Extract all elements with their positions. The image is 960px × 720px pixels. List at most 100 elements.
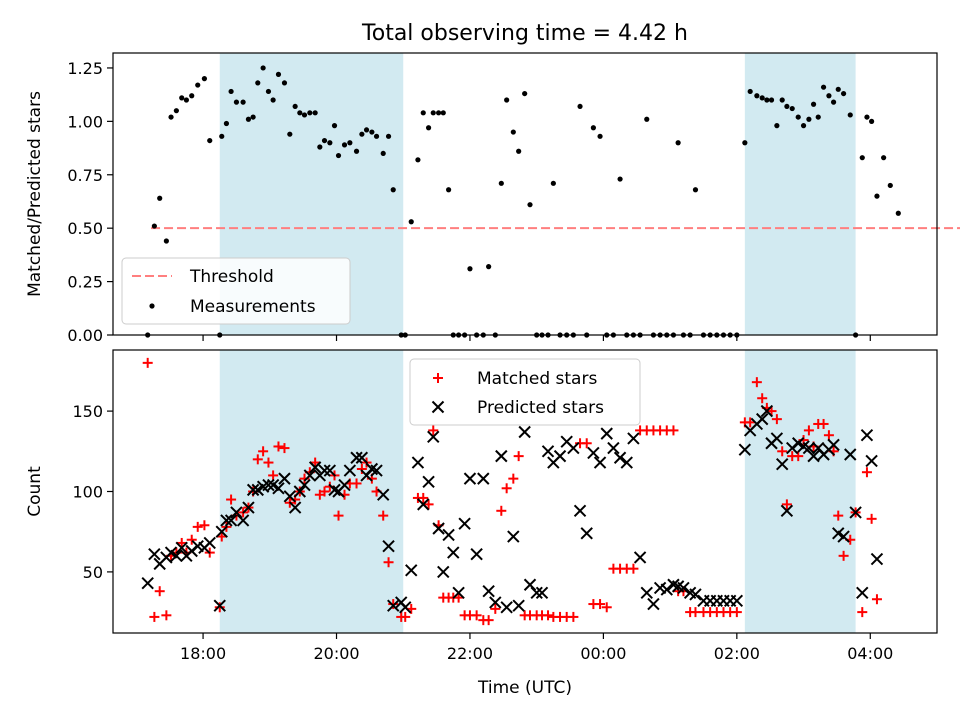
measurement-point xyxy=(168,114,174,120)
predicted-star-point xyxy=(298,478,311,492)
predicted-star-point xyxy=(587,446,600,460)
y-tick-label: 150 xyxy=(72,402,103,421)
measurement-point xyxy=(516,148,522,154)
matched-star-point xyxy=(199,520,210,531)
measurement-point xyxy=(644,116,650,122)
predicted-star-point xyxy=(338,478,351,492)
measurement-point xyxy=(692,187,699,193)
measurement-point xyxy=(347,140,353,146)
predicted-star-point xyxy=(303,469,317,482)
matched-star-point xyxy=(351,478,362,489)
measurement-point xyxy=(201,76,208,82)
measurement-point xyxy=(415,157,421,163)
matched-star-point xyxy=(777,446,788,457)
matched-star-point xyxy=(601,602,612,613)
matched-star-point xyxy=(861,467,872,478)
measurement-point xyxy=(887,182,893,189)
predicted-star-point xyxy=(535,586,549,600)
predicted-star-point xyxy=(318,464,331,477)
measurement-point xyxy=(789,105,795,112)
predicted-star-point xyxy=(489,596,502,609)
measurement-point xyxy=(446,187,452,193)
matched-star-point xyxy=(214,602,225,613)
measurement-point xyxy=(385,133,392,139)
measurement-point xyxy=(151,223,157,229)
shade-region-1 xyxy=(744,53,856,335)
predicted-star-point xyxy=(405,564,418,577)
shade-region-1 xyxy=(744,350,856,633)
x-tick-label: 18:00 xyxy=(180,644,226,663)
predicted-star-point xyxy=(355,451,369,464)
matched-star-point xyxy=(568,611,579,622)
measurement-point xyxy=(233,99,240,105)
matched-star-point xyxy=(378,510,389,521)
measurement-point xyxy=(173,108,179,114)
measurement-point xyxy=(301,112,308,118)
predicted-star-point xyxy=(278,472,291,485)
matched-star-point xyxy=(745,417,756,428)
predicted-star-point xyxy=(452,586,465,600)
matched-star-point xyxy=(423,499,434,510)
predicted-star-point xyxy=(283,490,297,503)
measurement-point xyxy=(764,97,770,103)
measurement-point xyxy=(597,133,603,139)
matched-star-point xyxy=(186,534,197,545)
matched-star-point xyxy=(400,611,411,622)
predicted-star-point xyxy=(370,464,383,477)
y-tick-label: 0.75 xyxy=(67,166,103,185)
measurement-point xyxy=(550,180,556,186)
predicted-star-point xyxy=(613,451,627,464)
matched-star-point xyxy=(857,607,868,618)
predicted-star-point xyxy=(856,586,869,600)
matched-star-point xyxy=(418,492,429,503)
matched-star-point xyxy=(581,438,592,449)
predicted-star-point xyxy=(495,449,508,463)
measurement-point xyxy=(768,97,775,103)
predicted-star-point xyxy=(463,472,477,485)
measurement-point xyxy=(486,264,492,270)
measurement-point xyxy=(754,93,760,99)
predicted-star-point xyxy=(553,449,567,463)
predicted-star-point xyxy=(470,548,483,561)
predicted-star-point xyxy=(780,504,794,518)
matched-star-point xyxy=(176,537,187,548)
chart-title: Total observing time = 4.42 h xyxy=(361,21,688,46)
legend-matched-label: Matched stars xyxy=(477,369,597,389)
predicted-star-point xyxy=(215,525,228,538)
predicted-star-point xyxy=(827,438,840,452)
measurement-point xyxy=(335,152,342,159)
predicted-star-point xyxy=(541,445,555,458)
measurement-point xyxy=(675,140,681,146)
predicted-star-point xyxy=(860,429,874,442)
measurement-point xyxy=(179,95,185,101)
measurement-point xyxy=(425,125,432,131)
predicted-star-point xyxy=(213,599,226,612)
measurement-point xyxy=(810,101,817,107)
measurement-point xyxy=(774,123,780,129)
x-tick-label: 04:00 xyxy=(847,644,893,663)
predicted-star-point xyxy=(600,427,613,440)
measurement-point xyxy=(260,65,266,71)
matched-star-point xyxy=(757,393,768,404)
predicted-star-point xyxy=(730,594,744,608)
predicted-star-point xyxy=(411,456,425,469)
legend-predicted-label: Predicted stars xyxy=(477,398,604,418)
predicted-star-point xyxy=(865,454,878,468)
predicted-star-point xyxy=(802,441,816,455)
measurement-point xyxy=(835,86,841,92)
matched-star-point xyxy=(668,425,679,436)
measurement-point xyxy=(759,95,765,101)
predicted-star-point xyxy=(175,541,188,554)
predicted-star-point xyxy=(148,548,161,561)
matched-star-point xyxy=(383,557,394,568)
measurement-point xyxy=(498,180,504,186)
predicted-star-point xyxy=(288,501,302,514)
predicted-star-point xyxy=(755,412,769,426)
measurement-point xyxy=(784,103,790,110)
measurement-point xyxy=(826,93,832,99)
matched-star-point xyxy=(803,425,814,436)
measurement-point xyxy=(292,103,298,110)
predicted-star-point xyxy=(647,597,660,611)
predicted-star-point xyxy=(432,522,445,535)
y-tick-label: 1.00 xyxy=(67,112,103,131)
